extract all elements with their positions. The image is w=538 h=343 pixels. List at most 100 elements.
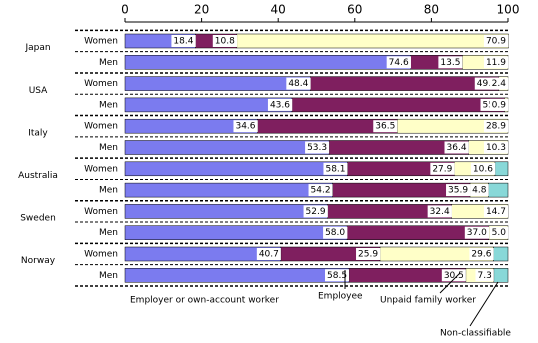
category-label: Men xyxy=(99,228,118,238)
value-label: 30.5 xyxy=(444,271,464,281)
label-background xyxy=(489,77,509,90)
value-label: 52.9 xyxy=(306,207,326,217)
value-label: 32.4 xyxy=(430,207,450,217)
legend-leader xyxy=(469,281,499,327)
label-background xyxy=(356,248,381,260)
bar-segment xyxy=(124,204,328,219)
x-tick-label: 100 xyxy=(497,3,520,17)
value-label: 13.5 xyxy=(440,58,460,68)
value-label: 53.3 xyxy=(307,143,327,153)
value-label: 29.6 xyxy=(471,250,491,260)
label-background xyxy=(483,56,509,69)
x-tick-label: 80 xyxy=(424,3,439,17)
value-label: 34.6 xyxy=(235,122,255,132)
value-label: 74.6 xyxy=(389,58,409,68)
label-background xyxy=(323,226,348,239)
value-label: 18.4 xyxy=(173,37,193,47)
label-background xyxy=(286,77,311,90)
label-background xyxy=(430,162,455,175)
label-background xyxy=(305,141,330,154)
category-label: Women xyxy=(84,122,118,132)
label-background xyxy=(438,56,463,69)
label-background xyxy=(303,205,328,218)
bar-segment xyxy=(494,161,509,177)
bar-segment xyxy=(124,182,333,198)
bar-segment xyxy=(124,55,411,70)
label-background xyxy=(470,184,489,197)
x-tick-label: 0 xyxy=(121,3,129,17)
bar-segment xyxy=(124,225,348,240)
value-label: 40.7 xyxy=(259,250,279,260)
value-label: 11.9 xyxy=(486,58,506,68)
label-background xyxy=(233,120,258,133)
value-label: 48.4 xyxy=(288,79,308,89)
label-background xyxy=(267,98,293,111)
legend-leader xyxy=(439,272,461,294)
bar-segment xyxy=(124,268,350,283)
category-label: Men xyxy=(99,271,118,281)
bar-segment xyxy=(124,76,311,91)
bar-segment xyxy=(493,246,509,262)
value-label: 7.3 xyxy=(478,271,492,281)
group-label: Sweden xyxy=(20,214,56,224)
label-background xyxy=(483,120,509,133)
label-background xyxy=(308,184,333,197)
value-label: 58.5 xyxy=(327,271,347,281)
label-background xyxy=(469,248,494,260)
value-label: 58.1 xyxy=(325,164,345,174)
bar-segment xyxy=(493,268,509,283)
bar-segment xyxy=(124,140,330,155)
label-background xyxy=(441,269,466,282)
label-background xyxy=(446,184,471,197)
value-label: 2.4 xyxy=(492,79,507,89)
label-background xyxy=(171,35,196,47)
value-label: 36.5 xyxy=(375,122,395,132)
category-label: Women xyxy=(84,37,118,47)
value-label: 14.7 xyxy=(486,207,506,217)
category-label: Men xyxy=(99,186,118,196)
value-label: 10.3 xyxy=(486,143,506,153)
value-label: 27.9 xyxy=(432,164,452,174)
label-background xyxy=(386,56,411,69)
category-label: Women xyxy=(84,79,118,89)
value-label: 10.8 xyxy=(215,37,235,47)
bar-segment xyxy=(291,97,505,113)
value-label: 4.8 xyxy=(472,186,487,196)
category-label: Men xyxy=(99,143,118,153)
bar-segment xyxy=(236,33,509,49)
category-label: Men xyxy=(99,58,118,68)
label-background xyxy=(489,98,509,111)
group-label: Norway xyxy=(21,256,56,266)
category-label: Men xyxy=(99,100,118,110)
label-background xyxy=(323,162,348,175)
legend-label: Unpaid family worker xyxy=(380,296,476,306)
label-background xyxy=(483,35,509,47)
bar-segment xyxy=(124,161,348,177)
category-label: Women xyxy=(84,207,118,217)
value-label: 36.4 xyxy=(447,143,467,153)
group-label: Italy xyxy=(28,128,48,138)
label-background xyxy=(325,269,350,282)
x-tick-label: 20 xyxy=(194,3,209,17)
value-label: 37.0 xyxy=(467,228,487,238)
label-background xyxy=(444,141,469,154)
value-label: 35.9 xyxy=(448,186,468,196)
group-label: Australia xyxy=(18,171,58,181)
value-label: 49.2 xyxy=(477,79,497,89)
value-label: 70.9 xyxy=(486,37,506,47)
bar-segment xyxy=(124,97,293,113)
group-label: Japan xyxy=(24,43,50,53)
value-label: 28.9 xyxy=(486,122,506,132)
x-tick-label: 40 xyxy=(271,3,286,17)
x-tick-label: 60 xyxy=(347,3,362,17)
label-background xyxy=(212,35,238,47)
label-background xyxy=(464,226,490,239)
value-label: 5.0 xyxy=(492,228,507,238)
label-background xyxy=(470,162,496,175)
legend-label: Non-classifiable xyxy=(440,329,511,339)
value-label: 54.2 xyxy=(311,186,331,196)
label-background xyxy=(483,141,508,154)
value-label: 10.6 xyxy=(473,164,493,174)
label-background xyxy=(475,269,494,282)
